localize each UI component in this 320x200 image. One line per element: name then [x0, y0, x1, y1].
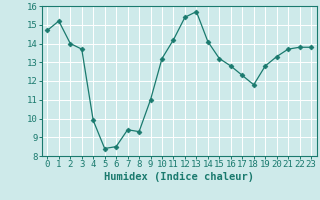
- X-axis label: Humidex (Indice chaleur): Humidex (Indice chaleur): [104, 172, 254, 182]
